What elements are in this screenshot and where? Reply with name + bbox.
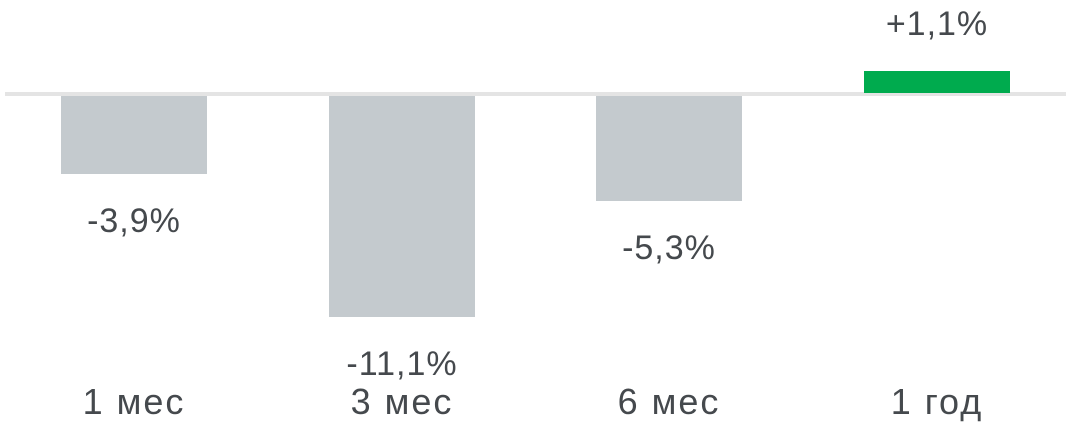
bar-3-months	[329, 96, 475, 317]
bar-1-month	[61, 96, 207, 174]
category-label-6-months: 6 мес	[617, 381, 721, 422]
category-label-1-year: 1 год	[890, 381, 984, 422]
category-label-1-month: 1 мес	[82, 381, 186, 422]
bar-1-year	[864, 71, 1010, 93]
bar-value-label: -5,3%	[622, 229, 716, 267]
chart-column-1-month: -3,9% 1 мес	[0, 0, 268, 431]
bar-value-label: -3,9%	[87, 202, 181, 240]
zero-axis-line	[5, 92, 1066, 96]
bar-value-label: +1,1%	[885, 5, 989, 43]
chart-column-6-months: -5,3% 6 мес	[535, 0, 803, 431]
bar-value-label: -11,1%	[346, 345, 458, 383]
category-label-3-months: 3 мес	[350, 381, 454, 422]
bar-6-months	[596, 96, 742, 201]
chart-column-1-year: +1,1% 1 год	[803, 0, 1071, 431]
chart-column-3-months: -11,1% 3 мес	[268, 0, 536, 431]
